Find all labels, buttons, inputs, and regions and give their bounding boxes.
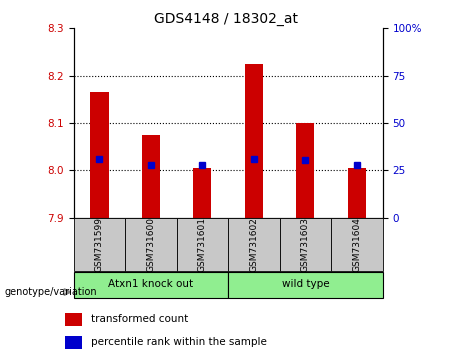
Bar — [74, 272, 228, 298]
Bar — [65, 336, 82, 349]
Bar — [194, 168, 212, 218]
Text: GDS4148 / 18302_at: GDS4148 / 18302_at — [154, 12, 298, 27]
Text: GSM731602: GSM731602 — [249, 217, 259, 272]
Bar — [142, 135, 160, 218]
Bar — [348, 168, 366, 218]
Text: percentile rank within the sample: percentile rank within the sample — [91, 337, 267, 348]
Text: genotype/variation: genotype/variation — [5, 287, 97, 297]
Text: GSM731601: GSM731601 — [198, 217, 207, 272]
Bar — [245, 64, 263, 218]
Bar — [177, 218, 228, 271]
Bar — [296, 123, 314, 218]
Bar — [65, 313, 82, 326]
Bar — [228, 272, 383, 298]
Text: wild type: wild type — [282, 279, 329, 290]
Text: GSM731603: GSM731603 — [301, 217, 310, 272]
Text: Atxn1 knock out: Atxn1 knock out — [108, 279, 194, 290]
Bar — [228, 218, 280, 271]
Text: GSM731599: GSM731599 — [95, 217, 104, 272]
Bar — [280, 218, 331, 271]
Text: GSM731604: GSM731604 — [352, 217, 361, 272]
Text: GSM731600: GSM731600 — [147, 217, 155, 272]
Bar — [90, 92, 108, 218]
Bar — [74, 218, 125, 271]
Bar — [125, 218, 177, 271]
Text: transformed count: transformed count — [91, 314, 188, 325]
Bar — [331, 218, 383, 271]
